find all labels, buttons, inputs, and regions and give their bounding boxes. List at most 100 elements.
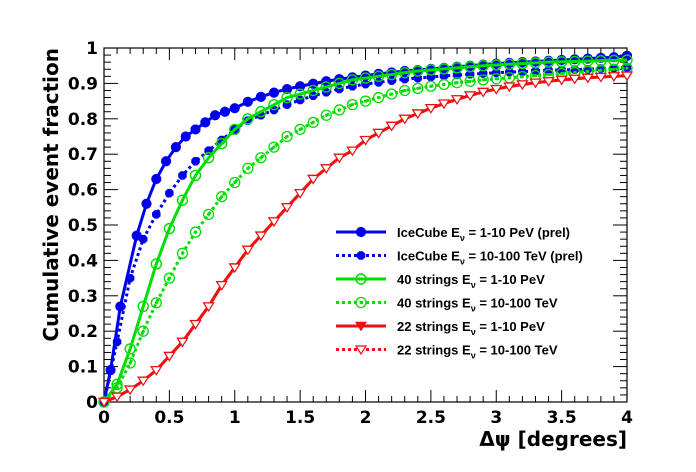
data-point [170, 142, 182, 153]
data-point [110, 392, 124, 403]
data-point [374, 78, 383, 87]
legend-label-sub: ν [460, 257, 465, 267]
data-point [621, 54, 633, 66]
data-point [385, 88, 398, 100]
data-point [124, 385, 137, 396]
legend-label-main: 22 strings E [397, 319, 471, 334]
legend-label-rest: = 1-10 PeV (prel) [465, 225, 570, 240]
data-point [255, 91, 266, 102]
data-point [294, 123, 306, 136]
legend-item: 40 strings Eν = 10-100 TeV [336, 296, 558, 314]
data-point [191, 157, 200, 166]
data-point [268, 98, 280, 111]
data-point [438, 78, 450, 91]
data-point [150, 258, 163, 270]
legend-marker [354, 345, 368, 356]
x-tick-label: 0.5 [154, 408, 184, 428]
y-tick-label: 1 [86, 39, 98, 59]
data-point [464, 91, 477, 102]
data-point [477, 74, 489, 86]
data-point [152, 210, 161, 219]
data-point [385, 121, 398, 132]
axes [103, 47, 628, 403]
data-point [477, 59, 489, 72]
data-point [124, 357, 136, 369]
data-point [569, 55, 581, 68]
legend-marker [356, 251, 366, 260]
data-point [425, 64, 437, 76]
series-3 [98, 54, 633, 408]
legend-label-sub: ν [471, 351, 476, 361]
data-point [359, 95, 372, 107]
data-point [163, 351, 176, 362]
x-tick-label: 4 [621, 408, 633, 428]
data-point [281, 91, 293, 104]
data-point [372, 128, 385, 139]
data-point [607, 72, 621, 82]
data-point [141, 198, 152, 209]
data-point [372, 91, 385, 104]
data-point [151, 173, 162, 185]
data-point [281, 130, 293, 143]
data-point [387, 76, 396, 85]
legend-label-main: IceCube E [397, 249, 460, 264]
data-point [450, 95, 464, 105]
data-point [516, 57, 529, 70]
data-point [255, 152, 267, 164]
data-point [451, 77, 463, 89]
series-layer [97, 50, 634, 408]
legend-item: 22 strings Eν = 1-10 PeV [336, 319, 545, 337]
data-point [555, 56, 568, 68]
data-point [529, 57, 542, 69]
data-point [280, 203, 294, 213]
data-point [125, 273, 135, 283]
legend-label-rest: = 1-10 PeV [476, 319, 545, 334]
legend-label-sub: ν [471, 280, 476, 290]
data-point [268, 87, 280, 98]
legend-item: 40 strings Eν = 1-10 PeV [336, 272, 545, 290]
data-point [137, 325, 149, 337]
data-point [189, 226, 202, 238]
data-point [112, 337, 122, 347]
data-point [138, 234, 148, 244]
data-point [412, 82, 424, 95]
series-4 [98, 62, 633, 408]
data-point [424, 104, 437, 114]
legend-label-sub: ν [471, 304, 476, 314]
legend-marker [355, 226, 367, 238]
data-point [242, 96, 253, 107]
data-point [229, 176, 241, 189]
data-point [200, 117, 211, 128]
data-point [176, 247, 189, 259]
data-point [477, 87, 490, 98]
data-point [215, 137, 228, 150]
y-tick-label: 0.5 [68, 216, 98, 236]
data-point [307, 116, 319, 128]
data-point [190, 124, 201, 135]
data-point [581, 73, 594, 84]
data-point [150, 297, 162, 309]
data-point [333, 104, 346, 116]
x-tick-label: 0 [98, 408, 110, 428]
data-point [411, 109, 424, 120]
data-point [268, 141, 280, 153]
data-point [161, 156, 172, 167]
data-point [163, 222, 176, 235]
data-point [294, 189, 307, 199]
data-point [542, 56, 555, 68]
data-point [399, 84, 411, 97]
data-point [202, 152, 215, 164]
legend-marker [355, 296, 367, 309]
data-point [438, 63, 450, 75]
data-point [464, 75, 476, 87]
data-point [398, 114, 411, 125]
data-point [215, 281, 228, 291]
data-point [594, 72, 607, 83]
legend-label-rest: = 10-100 TeV [476, 343, 558, 358]
data-point [202, 208, 215, 221]
data-point [620, 71, 634, 82]
legend-item: IceCube Eν = 1-10 PeV (prel) [336, 225, 570, 243]
data-point [412, 65, 424, 77]
y-tick-label: 0.1 [68, 358, 98, 378]
